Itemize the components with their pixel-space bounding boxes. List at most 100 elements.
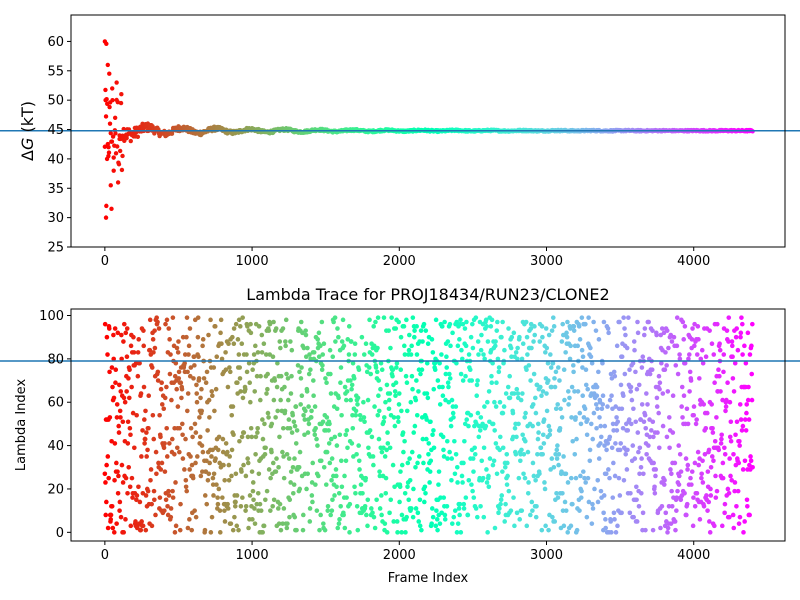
lambda-point <box>264 391 269 396</box>
free-energy-point <box>117 148 123 154</box>
lambda-point <box>306 421 312 427</box>
lambda-point <box>223 441 229 446</box>
lambda-point <box>440 384 445 390</box>
lambda-point <box>727 514 732 520</box>
lambda-point <box>517 517 523 522</box>
lambda-point <box>246 360 252 366</box>
lambda-point <box>735 488 741 494</box>
lambda-point <box>250 488 256 494</box>
lambda-point <box>340 317 346 323</box>
lambda-point <box>524 334 530 340</box>
lambda-point <box>626 315 631 320</box>
lambda-point <box>231 326 237 331</box>
lambda-point <box>116 423 121 429</box>
lambda-point <box>157 412 162 418</box>
y-tick-label: 50 <box>47 94 64 109</box>
lambda-point <box>394 360 400 366</box>
lambda-point <box>307 506 313 511</box>
lambda-point <box>700 360 706 366</box>
lambda-point <box>166 488 171 494</box>
free-energy-point <box>106 153 111 159</box>
lambda-point <box>487 456 493 461</box>
lambda-point <box>470 321 475 327</box>
lambda-point <box>324 415 330 420</box>
lambda-point <box>537 471 542 477</box>
lambda-point <box>490 421 496 427</box>
lambda-point <box>393 326 399 331</box>
lambda-point <box>583 382 589 388</box>
lambda-point <box>727 434 733 440</box>
lambda-point <box>551 324 557 329</box>
lambda-point <box>395 415 401 420</box>
lambda-point <box>417 454 422 459</box>
lambda-point <box>617 319 622 325</box>
lambda-point <box>302 417 308 422</box>
y-tick-label: 25 <box>47 241 64 256</box>
lambda-point <box>720 397 725 403</box>
lambda-point <box>250 517 255 522</box>
lambda-point <box>411 486 416 492</box>
lambda-point <box>538 384 543 390</box>
lambda-point <box>521 451 527 457</box>
lambda-point <box>618 382 624 388</box>
lambda-point <box>725 486 731 492</box>
lambda-point <box>519 356 525 362</box>
lambda-point <box>492 343 498 349</box>
lambda-point <box>577 337 583 342</box>
free-energy-point <box>120 153 125 159</box>
lambda-point <box>283 317 289 323</box>
lambda-point <box>588 354 594 360</box>
lambda-point <box>283 343 288 349</box>
lambda-point <box>678 497 684 503</box>
lambda-point <box>637 445 643 451</box>
lambda-point <box>305 345 310 351</box>
lambda-point <box>745 397 751 403</box>
free-energy-point <box>128 138 133 144</box>
lambda-point <box>271 319 276 325</box>
lambda-point <box>273 415 278 420</box>
lambda-point <box>316 354 322 360</box>
lambda-point <box>149 523 155 529</box>
lambda-point <box>234 493 240 498</box>
lambda-point <box>274 456 279 461</box>
lambda-point <box>371 343 377 349</box>
lambda-point <box>677 356 683 362</box>
lambda-point <box>493 441 499 446</box>
lambda-point <box>436 469 442 474</box>
lambda-point <box>471 495 477 500</box>
lambda-point <box>301 345 307 351</box>
lambda-point <box>328 371 333 377</box>
lambda-point <box>305 471 311 477</box>
lambda-point <box>478 347 484 353</box>
lambda-point <box>656 373 662 379</box>
lambda-point <box>199 386 204 392</box>
lambda-point <box>251 497 256 503</box>
lambda-point <box>158 434 163 440</box>
lambda-point <box>736 521 742 526</box>
lambda-point <box>688 378 694 383</box>
lambda-point <box>105 454 111 459</box>
lambda-point <box>660 423 666 429</box>
lambda-point <box>636 382 642 388</box>
free-energy-point <box>110 134 116 139</box>
lambda-point <box>529 499 535 505</box>
lambda-point <box>354 451 359 457</box>
lambda-point <box>342 384 348 390</box>
lambda-point <box>583 321 588 327</box>
lambda-point <box>447 371 452 377</box>
lambda-point <box>404 380 410 386</box>
lambda-point <box>494 380 499 386</box>
lambda-point <box>372 525 378 531</box>
lambda-point <box>549 384 554 390</box>
lambda-point <box>115 469 120 474</box>
lambda-trace-x-axis-label: Frame Index <box>388 571 469 586</box>
lambda-point <box>152 328 157 333</box>
lambda-point <box>127 425 133 431</box>
lambda-point <box>478 415 484 420</box>
lambda-point <box>374 497 379 503</box>
lambda-point <box>636 449 641 455</box>
lambda-point <box>584 432 590 438</box>
lambda-point <box>502 519 507 524</box>
lambda-point <box>518 458 523 464</box>
lambda-point <box>104 462 109 468</box>
